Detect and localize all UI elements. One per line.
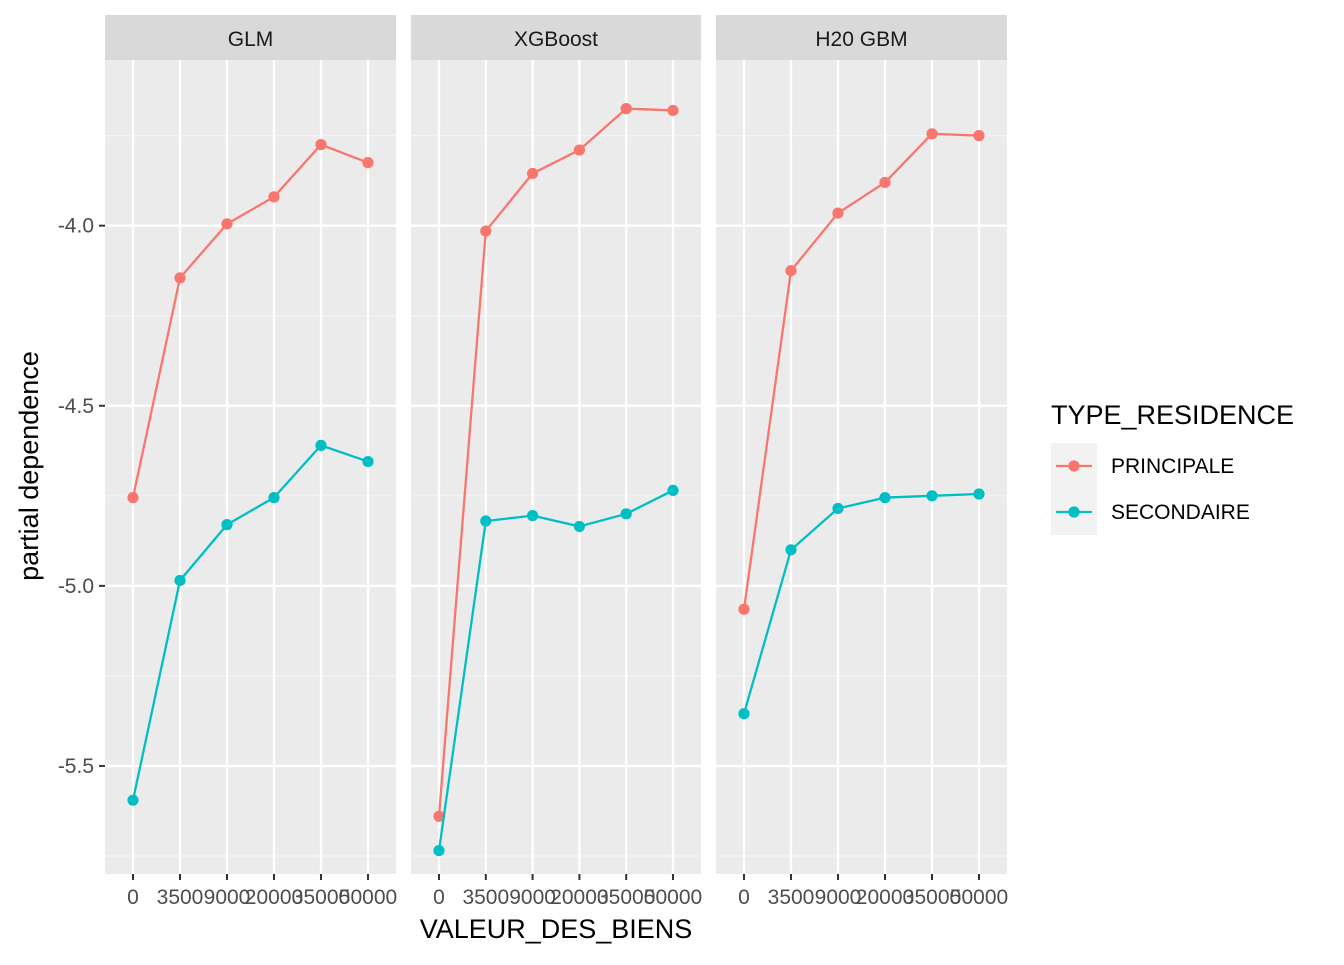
data-point-principale [785, 265, 797, 277]
legend: TYPE_RESIDENCE PRINCIPALE SECONDAIRE [1051, 400, 1294, 535]
legend-key-point [1068, 506, 1080, 518]
x-tick-label: 3500 [157, 886, 204, 909]
series-line-principale [742, 132, 980, 610]
legend-entry-label: SECONDAIRE [1111, 501, 1250, 524]
data-point-secondaire [268, 492, 280, 504]
x-tick-label: 50000 [950, 886, 1008, 909]
x-tick-label: 0 [127, 886, 139, 909]
facet-panel-glm: GLM [105, 15, 396, 874]
y-tick-label: -5.0 [58, 575, 94, 598]
legend-key-point [1068, 460, 1080, 472]
legend-keys: PRINCIPALE SECONDAIRE [1051, 443, 1250, 535]
data-point-secondaire [174, 574, 186, 587]
y-axis-title: partial dependence [14, 351, 44, 581]
facet-strip [716, 15, 1007, 60]
data-point-principale [832, 207, 844, 219]
legend-entry-secondaire: SECONDAIRE [1051, 489, 1250, 535]
facet-strip-label: GLM [228, 28, 274, 51]
data-point-secondaire [879, 492, 891, 504]
data-point-principale [315, 139, 327, 151]
x-tick-label: 35000 [903, 886, 961, 909]
legend-entry-principale: PRINCIPALE [1051, 443, 1234, 489]
data-point-principale [433, 810, 445, 822]
data-point-principale [362, 157, 374, 169]
facet-panel-h20-gbm: H20 GBM [716, 15, 1007, 874]
data-point-secondaire [362, 455, 374, 468]
data-point-secondaire [832, 502, 844, 515]
x-tick-label: 20000 [856, 886, 914, 909]
x-tick-label: 50000 [644, 886, 702, 909]
x-tick-label: 3500 [768, 886, 815, 909]
facet-strip [105, 15, 396, 60]
data-point-principale [527, 167, 539, 180]
x-tick-label: 9000 [815, 886, 862, 909]
series-line-secondaire [437, 489, 674, 851]
data-point-secondaire [433, 844, 445, 857]
data-point-secondaire [480, 515, 492, 527]
data-point-principale [268, 191, 280, 203]
legend-title: TYPE_RESIDENCE [1051, 400, 1294, 430]
x-tick-label: 0 [433, 886, 445, 909]
data-point-secondaire [973, 488, 985, 500]
data-point-principale [127, 492, 139, 504]
x-tick-label: 35000 [597, 886, 655, 909]
data-point-secondaire [573, 520, 586, 533]
x-tick-label: 9000 [509, 886, 556, 909]
facet-strip [411, 15, 701, 60]
x-axis-title: VALEUR_DES_BIENS [420, 914, 693, 944]
data-point-secondaire [221, 519, 233, 531]
x-tick-label: 20000 [245, 886, 303, 909]
x-tick-label: 3500 [462, 886, 509, 909]
x-tick-label: 9000 [204, 886, 251, 909]
y-tick-label: -4.0 [58, 215, 94, 238]
data-point-principale [667, 104, 679, 117]
x-tick-label: 20000 [550, 886, 608, 909]
data-point-secondaire [667, 484, 679, 497]
data-point-principale [738, 603, 750, 615]
y-tick-label: -4.5 [58, 395, 94, 418]
panel-background [105, 60, 396, 874]
x-tick-label: 35000 [292, 886, 350, 909]
facet-strip-label: H20 GBM [815, 28, 907, 51]
series-line-secondaire [131, 444, 369, 801]
series-line-principale [437, 107, 674, 817]
panel-background [411, 60, 701, 874]
data-point-secondaire [926, 490, 938, 502]
data-point-principale [973, 130, 985, 142]
data-point-principale [926, 128, 938, 140]
data-point-principale [620, 103, 632, 115]
data-point-principale [573, 144, 586, 156]
data-point-secondaire [527, 510, 539, 522]
data-point-principale [879, 176, 891, 189]
data-point-secondaire [127, 794, 139, 806]
data-point-secondaire [620, 508, 632, 520]
data-point-secondaire [738, 708, 750, 720]
facet-strip-label: XGBoost [514, 28, 598, 51]
data-point-principale [174, 272, 186, 284]
data-point-secondaire [785, 544, 797, 556]
panels-layer: GLM XGBoost H20 GBM [105, 15, 1007, 874]
data-point-principale [221, 218, 233, 230]
series-line-secondaire [742, 492, 980, 715]
x-tick-label: 0 [738, 886, 750, 909]
legend-entry-label: PRINCIPALE [1111, 455, 1234, 478]
data-point-principale [480, 225, 492, 237]
y-tick-label: -5.5 [58, 755, 94, 778]
x-tick-label: 50000 [339, 886, 397, 909]
data-point-secondaire [315, 439, 327, 451]
facet-panel-xgboost: XGBoost [411, 15, 701, 874]
panel-background [716, 60, 1007, 874]
series-line-principale [131, 143, 369, 498]
